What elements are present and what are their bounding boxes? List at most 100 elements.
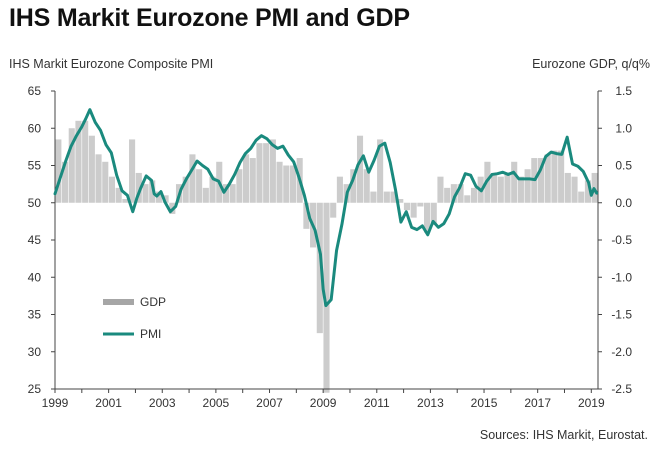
gdp-bar	[209, 176, 216, 203]
gdp-bar	[95, 154, 102, 203]
gdp-bar	[491, 172, 498, 203]
gdp-bar	[511, 161, 518, 203]
gdp-bar	[370, 191, 377, 203]
gdp-bar	[336, 176, 343, 203]
right-tick-label: 0.0	[615, 196, 632, 210]
pmi-line-group	[53, 108, 599, 308]
x-tick-label: 2011	[364, 396, 390, 410]
gdp-bar	[102, 161, 109, 203]
source-note: Sources: IHS Markit, Eurostat.	[479, 428, 648, 442]
gdp-bar	[410, 202, 417, 218]
gdp-bar	[444, 187, 451, 203]
gdp-bar	[457, 184, 464, 203]
x-tick-label: 2019	[578, 396, 605, 410]
gdp-bar	[189, 154, 196, 203]
x-tick-label: 2001	[95, 396, 122, 410]
x-tick-label: 2007	[256, 396, 283, 410]
gdp-bar	[470, 187, 478, 203]
right-tick-label: 1.5	[615, 84, 632, 98]
gdp-bar	[544, 154, 551, 203]
left-tick-label: 65	[28, 84, 42, 98]
gdp-bar	[356, 135, 364, 203]
right-axis-label: Eurozone GDP, q/q%	[532, 57, 650, 71]
gdp-bar	[424, 202, 431, 233]
gdp-bar	[303, 202, 310, 229]
gdp-bar	[323, 202, 330, 393]
gdp-bar	[222, 184, 229, 203]
right-tick-label: -2.0	[611, 345, 632, 359]
gdp-bar	[551, 150, 558, 203]
gdp-bar	[363, 169, 370, 203]
gdp-bar	[88, 135, 95, 203]
gdp-bar	[537, 158, 545, 203]
gdp-bar	[316, 202, 323, 334]
left-tick-label: 40	[28, 270, 42, 284]
gdp-bar	[430, 202, 437, 226]
gdp-bar	[82, 120, 89, 203]
left-tick-label: 50	[28, 196, 42, 210]
gdp-bar	[450, 184, 457, 203]
gdp-bar	[108, 176, 116, 203]
gdp-bar	[155, 191, 162, 203]
left-tick-label: 55	[28, 159, 42, 173]
right-tick-labels: 1.5 1.0 0.5 0.0 -0.5 -1.0 -1.5 -2.0 -2.5	[611, 84, 632, 396]
gdp-bar	[68, 128, 75, 203]
gdp-bar	[558, 150, 565, 203]
gdp-bar	[437, 176, 444, 203]
left-tick-label: 45	[28, 233, 42, 247]
gdp-bar	[571, 176, 578, 203]
gdp-bar	[383, 191, 390, 203]
chart-axes	[51, 90, 602, 393]
gdp-bar	[504, 172, 511, 203]
gdp-bar	[243, 154, 250, 203]
legend-gdp-label: GDP	[140, 295, 166, 309]
gdp-bar	[584, 180, 591, 203]
gdp-bar	[578, 191, 585, 203]
gdp-bar	[564, 172, 571, 203]
gdp-bar	[497, 176, 504, 203]
right-tick-label: -2.5	[611, 382, 632, 396]
gdp-bar	[464, 195, 471, 203]
gdp-bar	[269, 139, 276, 203]
gdp-bar	[62, 161, 69, 203]
x-tick-label: 2003	[149, 396, 176, 410]
gdp-bar	[263, 143, 270, 203]
left-axis-label: IHS Markit Eurozone Composite PMI	[9, 57, 214, 71]
legend-pmi-label: PMI	[140, 327, 161, 341]
gdp-bar	[517, 176, 524, 203]
gdp-bar	[289, 165, 297, 203]
x-tick-label: 2009	[310, 396, 337, 410]
gdp-bar	[417, 202, 424, 207]
x-tick-label: 2013	[417, 396, 444, 410]
right-tick-label: -1.5	[611, 308, 632, 322]
gdp-bar	[524, 169, 531, 203]
gdp-bar	[149, 180, 156, 203]
right-tick-label: 1.0	[615, 121, 632, 135]
right-tick-label: -1.0	[611, 270, 632, 284]
x-tick-labels: 1999 2001 2003 2005 2007 2009 2011 2013 2015 2017…	[42, 396, 605, 410]
left-tick-labels: 65 60 55 50 45 40 35 30 25	[28, 84, 42, 396]
legend: GDP PMI	[103, 295, 166, 341]
gdp-bar	[283, 165, 290, 203]
gdp-bar	[129, 139, 136, 203]
gdp-bar	[162, 195, 169, 203]
gdp-bar	[256, 143, 263, 203]
gdp-bar	[122, 199, 129, 203]
left-tick-label: 35	[28, 308, 42, 322]
gdp-bar	[229, 184, 236, 203]
gdp-bar	[182, 176, 189, 203]
gdp-bar	[397, 199, 404, 203]
gdp-bar	[75, 120, 82, 203]
x-tick-label: 1999	[42, 396, 69, 410]
gdp-bar	[236, 169, 243, 203]
left-tick-label: 60	[28, 121, 42, 135]
gdp-bar	[377, 139, 384, 203]
gdp-bar	[196, 169, 203, 203]
left-tick-label: 25	[28, 382, 42, 396]
gdp-bar	[350, 169, 357, 203]
x-tick-label: 2015	[471, 396, 498, 410]
gdp-bar	[142, 184, 149, 203]
right-tick-label: 0.5	[615, 159, 632, 173]
chart-title: IHS Markit Eurozone PMI and GDP	[9, 4, 410, 32]
